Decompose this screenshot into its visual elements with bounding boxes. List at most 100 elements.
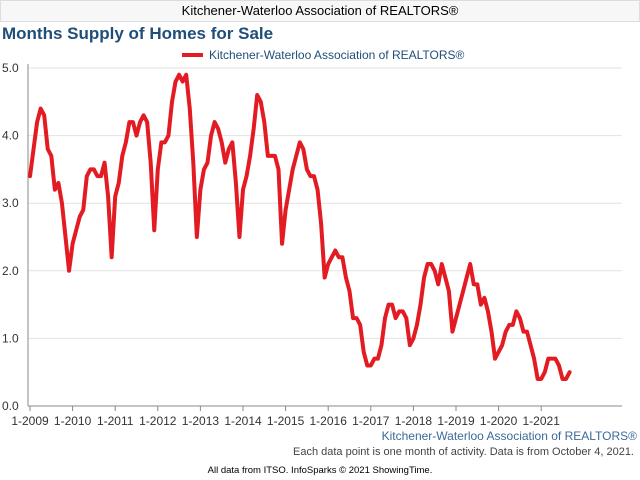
data-point: [152, 228, 156, 232]
data-point: [170, 100, 174, 104]
data-point: [426, 262, 430, 266]
data-point: [308, 174, 313, 178]
x-tick-label: 1-2017: [352, 414, 390, 428]
data-point: [56, 181, 61, 185]
data-point: [28, 174, 32, 178]
data-point: [319, 221, 323, 226]
data-point: [60, 201, 64, 205]
data-point: [340, 255, 344, 259]
x-tick-label: 1-2013: [182, 414, 220, 428]
data-point: [163, 140, 167, 144]
data-point: [294, 154, 298, 158]
data-point: [273, 154, 277, 158]
data-point: [454, 316, 458, 320]
data-point: [120, 154, 124, 158]
data-point: [330, 255, 334, 259]
x-axis-ticks: 1-2009 1-2010 1-2011 1-2012 1-2013 1-2014 1-20…: [11, 406, 560, 428]
data-point: [99, 174, 103, 178]
data-point: [39, 106, 43, 111]
data-point: [49, 154, 53, 158]
data-point: [468, 262, 472, 266]
data-point: [418, 303, 423, 307]
chart-title: Months Supply of Homes for Sale: [2, 24, 274, 43]
data-point: [404, 316, 408, 320]
data-point: [344, 275, 348, 280]
data-point: [497, 350, 501, 354]
data-point: [401, 309, 405, 313]
data-point: [525, 330, 529, 334]
x-tick-label: 1-2020: [480, 414, 518, 428]
data-point: [528, 343, 533, 347]
report-header-title: Kitchener-Waterloo Association of REALTO…: [181, 3, 459, 18]
data-point: [227, 147, 231, 151]
data-point: [301, 147, 305, 151]
data-point: [475, 282, 479, 286]
x-tick-label: 1-2021: [523, 414, 561, 428]
data-point: [532, 357, 536, 361]
data-point: [134, 134, 139, 138]
data-point: [457, 303, 462, 307]
y-tick-label: 0.0: [2, 399, 19, 413]
data-point: [465, 275, 469, 280]
data-point: [337, 255, 341, 259]
legend-entry: Kitchener-Waterloo Association of REALTO…: [209, 48, 465, 62]
data-point: [276, 167, 281, 171]
data-point: [92, 167, 96, 171]
data-point: [557, 363, 561, 368]
data-point: [248, 154, 252, 158]
data-point: [397, 309, 401, 313]
data-point: [269, 154, 273, 158]
data-point: [333, 248, 337, 253]
data-point: [223, 161, 227, 165]
data-points: [28, 73, 572, 381]
data-point: [31, 147, 36, 151]
data-point: [500, 343, 504, 347]
data-point: [46, 147, 50, 151]
data-point: [35, 120, 39, 124]
data-point: [63, 235, 68, 239]
y-tick-label: 2.0: [2, 264, 19, 278]
data-point: [305, 167, 309, 171]
x-tick-label: 1-2012: [139, 414, 177, 428]
data-point: [280, 242, 284, 246]
data-point: [422, 275, 426, 280]
data-point: [95, 174, 100, 178]
data-point: [131, 120, 135, 124]
data-point: [205, 161, 210, 165]
data-point: [358, 323, 362, 327]
data-point: [241, 188, 245, 192]
data-point: [365, 363, 369, 368]
data-point: [372, 357, 376, 361]
x-tick-label: 1-2010: [54, 414, 92, 428]
data-point: [138, 120, 142, 124]
data-point: [188, 106, 192, 111]
data-point: [244, 174, 249, 178]
data-point: [362, 350, 366, 354]
data-point: [173, 79, 178, 84]
data-point: [209, 134, 213, 138]
y-tick-label: 5.0: [2, 61, 19, 75]
data-point: [479, 303, 483, 307]
data-point: [553, 357, 558, 361]
data-point: [298, 140, 302, 144]
data-point: [85, 174, 89, 178]
data-point: [252, 127, 256, 131]
data-point: [408, 343, 412, 347]
x-tick-label: 1-2015: [267, 414, 305, 428]
data-point: [355, 316, 359, 320]
data-point: [117, 181, 121, 185]
data-point: [379, 343, 384, 347]
data-point: [550, 357, 554, 361]
data-point: [568, 370, 572, 374]
data-point: [102, 161, 107, 165]
y-tick-label: 4.0: [2, 129, 19, 143]
data-point: [78, 215, 82, 219]
y-tick-label: 1.0: [2, 331, 19, 345]
data-point: [436, 282, 440, 286]
y-tick-label: 3.0: [2, 196, 19, 210]
data-point: [237, 235, 242, 239]
copyright-notice: All data from ITSO. InfoSparks © 2021 Sh…: [207, 465, 433, 476]
data-point: [195, 235, 199, 239]
data-point: [259, 100, 263, 104]
